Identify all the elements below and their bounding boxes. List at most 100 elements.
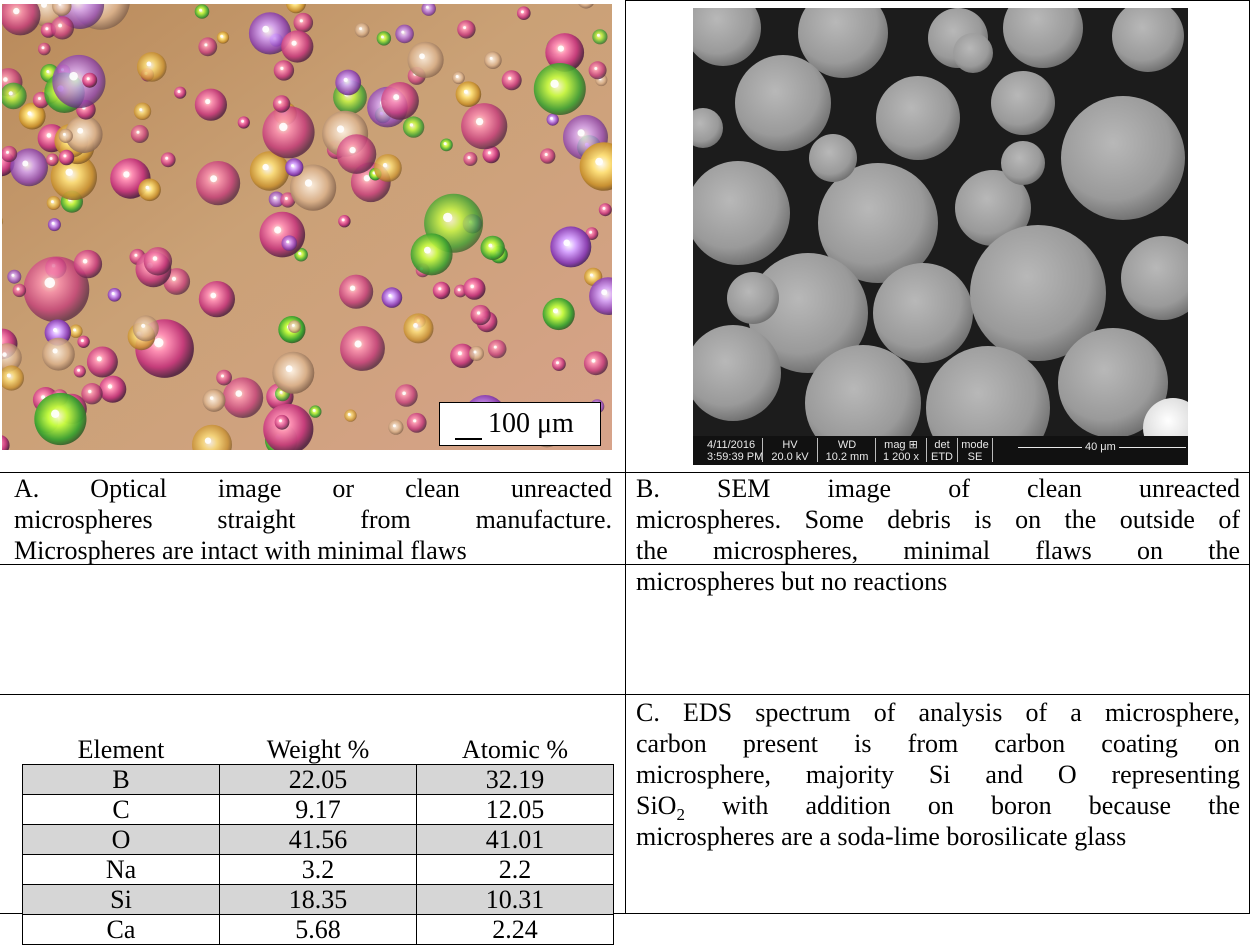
microsphere xyxy=(196,161,241,206)
microsphere-highlight xyxy=(65,168,73,176)
microsphere-highlight xyxy=(51,221,55,225)
microsphere xyxy=(137,52,167,82)
microsphere-highlight xyxy=(589,273,593,277)
microsphere-highlight xyxy=(312,408,316,412)
microsphere xyxy=(263,403,314,450)
microsphere-highlight xyxy=(41,395,46,400)
sem-microsphere xyxy=(1061,96,1185,220)
microsphere xyxy=(216,369,233,386)
caption-a-line: Microspheres are intact with minimal fla… xyxy=(14,536,467,565)
microsphere xyxy=(589,277,612,315)
microsphere xyxy=(259,211,306,258)
microsphere xyxy=(281,235,298,251)
microsphere xyxy=(374,154,402,182)
microsphere xyxy=(138,178,161,202)
microsphere xyxy=(38,42,51,56)
scale-bar-label: 100 μm xyxy=(488,408,574,439)
microsphere xyxy=(344,409,357,422)
microsphere-highlight xyxy=(475,117,484,126)
microsphere-highlight xyxy=(286,240,290,244)
microsphere xyxy=(273,60,295,81)
microsphere-highlight xyxy=(235,390,243,397)
microsphere xyxy=(432,281,451,300)
microsphere xyxy=(268,191,285,208)
microsphere-highlight xyxy=(457,288,461,292)
table-cell: 41.56 xyxy=(219,824,417,855)
microsphere-highlight xyxy=(77,127,84,134)
microsphere-highlight xyxy=(52,348,58,354)
sem-microsphere xyxy=(693,325,781,421)
microsphere xyxy=(47,218,61,232)
microsphere-highlight xyxy=(291,40,297,46)
microsphere xyxy=(77,335,90,348)
microsphere-highlight xyxy=(382,163,388,168)
microsphere xyxy=(410,233,453,276)
microsphere xyxy=(440,138,453,152)
table-cell: Si xyxy=(22,884,220,915)
microsphere xyxy=(545,33,585,72)
microsphere-highlight xyxy=(473,350,477,354)
microsphere xyxy=(395,24,414,44)
microsphere xyxy=(58,149,75,166)
microsphere-highlight xyxy=(82,258,88,264)
microsphere-highlight xyxy=(299,19,303,23)
row-divider-1 xyxy=(0,472,1250,473)
table-cell: B xyxy=(22,764,220,795)
microsphere xyxy=(2,145,18,163)
eds-composition-table: Element Weight % Atomic % B 22.05 32.19 … xyxy=(22,735,614,945)
microsphere xyxy=(403,313,434,344)
microsphere xyxy=(470,304,491,326)
caption-c: C. EDS spectrum of analysis of a microsp… xyxy=(636,697,1240,852)
microsphere-highlight xyxy=(589,230,593,234)
microsphere xyxy=(578,4,594,9)
microsphere-highlight xyxy=(6,373,11,378)
sem-wd: WD 10.2 mm xyxy=(825,439,869,463)
sem-microsphere xyxy=(955,170,1031,246)
table-row: Na 3.2 2.2 xyxy=(22,854,614,885)
sem-microsphere xyxy=(735,55,831,151)
microsphere-highlight xyxy=(88,389,92,394)
sem-microsphere xyxy=(748,253,868,373)
microsphere-highlight xyxy=(171,276,177,281)
microsphere-highlight xyxy=(209,396,214,400)
caption-c-line: microsphere, majority Si and O represent… xyxy=(636,760,1240,789)
scale-bar-line xyxy=(455,438,482,440)
sem-image: 4/11/2016 3:59:39 PM HV 20.0 kV WD 10.2 mm … xyxy=(693,8,1188,465)
caption-a-line: A. Optical image or clean unreacted xyxy=(14,474,612,503)
microsphere-highlight xyxy=(336,125,345,133)
microsphere xyxy=(133,102,152,121)
microsphere xyxy=(272,95,291,113)
microsphere xyxy=(73,365,86,378)
caption-a: A. Optical image or clean unreacted micr… xyxy=(14,473,612,566)
microsphere-highlight xyxy=(58,23,62,28)
microsphere xyxy=(588,61,607,80)
microsphere-highlight xyxy=(96,356,102,362)
microsphere xyxy=(546,113,559,126)
microsphere-highlight xyxy=(291,323,295,327)
top-border xyxy=(625,0,1250,1)
microsphere-highlight xyxy=(86,77,90,81)
microsphere xyxy=(402,116,425,138)
microsphere xyxy=(202,388,226,412)
table-row: B 22.05 32.19 xyxy=(22,764,614,795)
sem-microsphere xyxy=(727,272,779,324)
sem-microsphere xyxy=(1058,328,1168,438)
microsphere-highlight xyxy=(550,116,553,120)
microsphere xyxy=(34,392,87,446)
microsphere xyxy=(598,203,612,217)
table-row: C 9.17 12.05 xyxy=(22,794,614,825)
table-row: Si 18.35 10.31 xyxy=(22,884,614,915)
microsphere-highlight xyxy=(46,70,50,73)
microsphere-highlight xyxy=(177,90,181,93)
caption-b: B. SEM image of clean unreacted microsph… xyxy=(636,473,1240,597)
microsphere xyxy=(73,249,103,279)
microsphere xyxy=(395,384,418,407)
microsphere xyxy=(107,288,122,302)
microsphere-highlight xyxy=(487,151,491,155)
microsphere xyxy=(421,4,436,16)
table-cell: 41.01 xyxy=(416,824,614,855)
microsphere-highlight xyxy=(349,146,356,154)
microsphere-highlight xyxy=(139,108,143,112)
microsphere-highlight xyxy=(77,368,81,372)
microsphere-highlight xyxy=(46,133,52,138)
